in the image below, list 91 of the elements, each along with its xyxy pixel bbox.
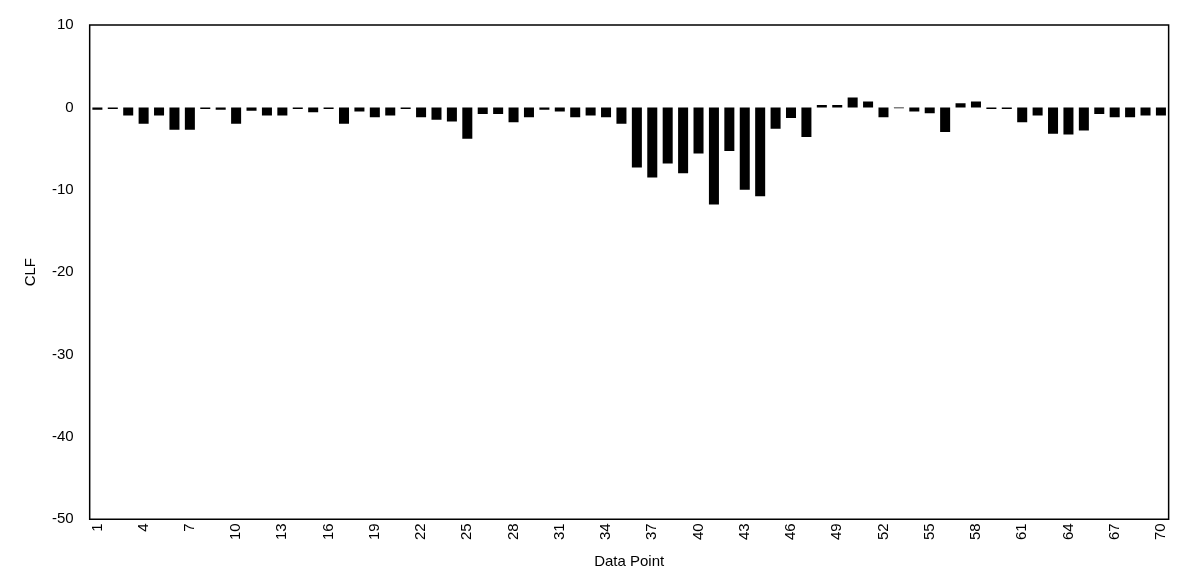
bar <box>231 107 242 124</box>
bar <box>647 107 658 178</box>
x-tick-label: 37 <box>642 523 660 540</box>
x-tick-label: 10 <box>226 523 244 540</box>
bar <box>785 107 797 119</box>
x-tick-label: 22 <box>411 523 429 540</box>
bar <box>416 107 427 118</box>
bar <box>354 107 365 112</box>
bar <box>770 107 781 129</box>
bar <box>308 107 319 113</box>
bar <box>123 107 134 116</box>
x-tick-label: 61 <box>1012 523 1030 540</box>
x-tick-label: 31 <box>549 523 567 540</box>
bar <box>801 107 812 138</box>
bar <box>154 107 165 116</box>
x-tick-label: 40 <box>688 523 706 540</box>
bar <box>246 107 257 111</box>
x-tick-label: 1 <box>87 523 105 532</box>
bar <box>1125 107 1136 118</box>
bar <box>955 103 966 108</box>
bar <box>1094 107 1105 114</box>
x-tick-label: 58 <box>966 523 984 540</box>
bar <box>585 107 596 116</box>
x-tick-label: 13 <box>272 523 290 540</box>
bar <box>1109 107 1120 118</box>
bar <box>1032 107 1043 116</box>
bar <box>570 107 581 118</box>
bar <box>724 107 735 152</box>
bar <box>215 107 226 110</box>
x-tick-label: 34 <box>596 523 614 540</box>
bar <box>693 107 704 154</box>
x-tick-label: 43 <box>734 523 752 540</box>
x-tick-label: 7 <box>180 523 198 532</box>
x-axis-title: Data Point <box>594 552 666 569</box>
bar <box>446 107 457 122</box>
bar <box>92 107 103 110</box>
bar <box>169 107 180 130</box>
bar <box>184 107 195 130</box>
y-tick-label: 0 <box>65 97 74 115</box>
bar <box>138 107 149 124</box>
bar <box>523 107 534 118</box>
x-tick-label: 70 <box>1151 523 1169 540</box>
bar <box>1048 107 1059 134</box>
x-tick-label: 19 <box>364 523 382 540</box>
bar <box>385 107 396 116</box>
bar <box>261 107 272 116</box>
bar <box>662 107 673 164</box>
y-tick-label: 10 <box>56 15 74 33</box>
bar <box>739 107 750 190</box>
bar <box>616 107 627 124</box>
bar <box>339 107 350 124</box>
bar <box>462 107 473 139</box>
bar <box>1017 107 1028 123</box>
x-tick-label: 25 <box>457 523 475 540</box>
x-tick-label: 49 <box>827 523 845 540</box>
bar <box>847 97 858 108</box>
x-tick-label: 52 <box>873 523 891 540</box>
bar <box>1063 107 1074 135</box>
y-tick-label: -30 <box>51 344 74 362</box>
bar <box>508 107 519 123</box>
bar <box>708 107 719 205</box>
y-tick-label: -10 <box>51 179 74 197</box>
bar <box>878 107 889 118</box>
bar <box>909 107 920 112</box>
bar <box>631 107 642 168</box>
x-tick-label: 55 <box>919 523 937 540</box>
y-tick-label: -50 <box>51 509 74 527</box>
bar <box>678 107 689 174</box>
x-tick-label: 46 <box>781 523 799 540</box>
bar <box>539 107 550 110</box>
x-tick-label: 4 <box>133 523 151 532</box>
bar <box>940 107 951 133</box>
bar <box>493 107 504 114</box>
bar <box>755 107 766 197</box>
x-tick-label: 67 <box>1104 523 1122 540</box>
y-tick-label: -40 <box>51 427 74 445</box>
bar <box>924 107 935 114</box>
bar <box>1140 107 1151 116</box>
x-tick-label: 64 <box>1058 523 1076 540</box>
bar <box>554 107 565 112</box>
y-axis-title: CLF <box>21 257 39 287</box>
bar <box>277 107 288 116</box>
x-tick-label: 16 <box>318 523 336 540</box>
bar <box>601 107 612 118</box>
x-tick-label: 28 <box>503 523 521 540</box>
bar <box>431 107 442 120</box>
bar <box>477 107 488 114</box>
y-tick-label: -20 <box>51 262 74 280</box>
bar <box>1155 107 1166 116</box>
bar <box>369 107 380 118</box>
bar <box>1078 107 1089 131</box>
